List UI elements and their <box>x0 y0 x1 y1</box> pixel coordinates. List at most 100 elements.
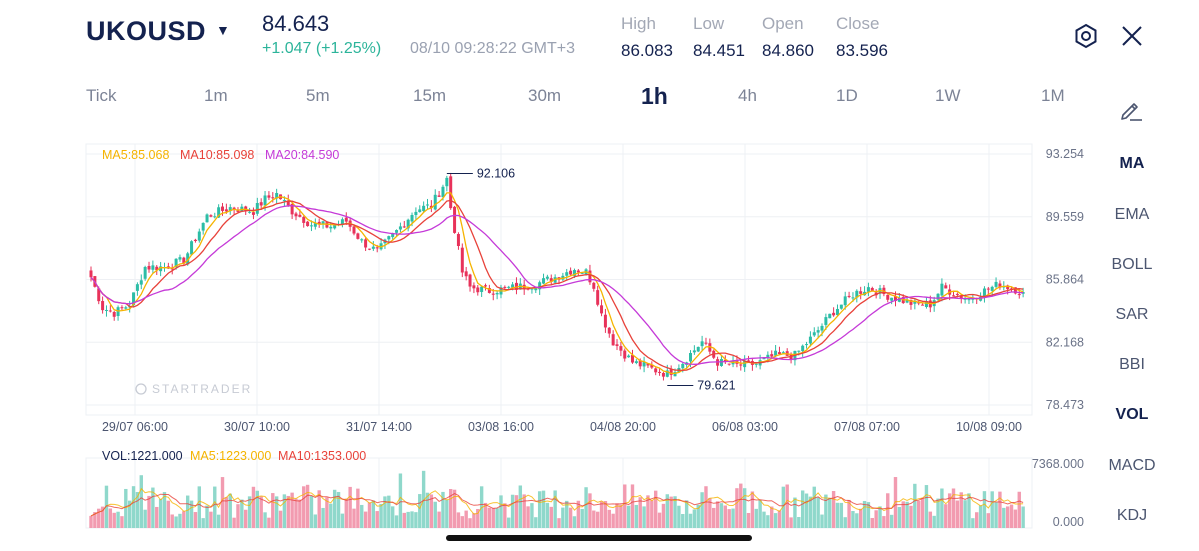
candle-body <box>921 304 925 306</box>
legend-vol-ma5: MA5:1223.000 <box>190 449 271 463</box>
indicator-macd[interactable]: MACD <box>1108 457 1156 474</box>
tab-tick[interactable]: Tick <box>86 86 117 105</box>
volume-bar <box>491 507 495 528</box>
volume-bar <box>847 499 851 528</box>
tab-1m[interactable]: 1m <box>204 86 228 105</box>
volume-bar <box>673 496 677 528</box>
candle-body <box>673 372 677 377</box>
tab-1h[interactable]: 1h <box>641 83 668 109</box>
candle-body <box>650 364 654 368</box>
candle-body <box>897 297 901 302</box>
candle-body <box>340 219 344 225</box>
volume-bar <box>360 504 364 528</box>
volume-bar <box>808 496 813 528</box>
indicator-bbi[interactable]: BBI <box>1119 356 1145 373</box>
candle-body <box>603 314 607 328</box>
candle-body <box>275 193 279 199</box>
volume-bar <box>623 484 627 528</box>
volume-bar <box>568 507 573 528</box>
volume-bar <box>851 511 855 528</box>
legend-vol-ma10: MA10:1353.000 <box>278 449 366 463</box>
volume-bar <box>228 493 232 528</box>
tab-15m[interactable]: 15m <box>413 86 447 105</box>
settings-hexagon-icon[interactable] <box>1072 22 1100 50</box>
volume-bar <box>905 501 909 528</box>
candle-body <box>356 233 360 239</box>
volume-bar <box>317 490 321 528</box>
candle-body <box>642 362 646 367</box>
volume-bar <box>104 485 109 528</box>
candle-body <box>317 221 321 224</box>
volume-bar <box>886 493 890 528</box>
volume-bar <box>178 513 182 528</box>
quote-timestamp: 08/10 09:28:22 GMT+3 <box>410 40 575 57</box>
candle-body <box>770 354 774 357</box>
candle-body <box>429 205 433 209</box>
indicator-boll[interactable]: BOLL <box>1111 256 1153 273</box>
symbol-title[interactable]: UKOUSD <box>86 16 207 46</box>
volume-bar <box>135 492 140 528</box>
candle-body <box>700 341 704 347</box>
volume-bar <box>155 506 159 528</box>
candle-body <box>286 200 290 206</box>
volume-bar <box>112 512 116 528</box>
volume-bar <box>441 491 445 528</box>
candle-body <box>952 295 956 297</box>
volume-bar <box>920 497 925 528</box>
indicator-sar[interactable]: SAR <box>1115 306 1149 323</box>
volume-bar <box>843 517 847 528</box>
indicator-kdj[interactable]: KDJ <box>1116 507 1148 524</box>
volume-bar <box>982 491 987 528</box>
indicator-ema[interactable]: EMA <box>1114 206 1150 223</box>
tab-1d[interactable]: 1D <box>836 86 858 105</box>
volume-bar <box>290 492 294 528</box>
candle-body <box>364 239 368 248</box>
x-tick-label: 03/08 16:00 <box>468 420 534 434</box>
candle-body <box>484 285 488 287</box>
volume-bar <box>93 512 97 528</box>
candle-body <box>924 301 928 307</box>
candle-body <box>623 350 627 359</box>
candle-body <box>1006 285 1010 290</box>
volume-bar <box>603 501 608 528</box>
volume-bar <box>804 493 809 528</box>
vol-ma10-line <box>90 493 1024 517</box>
volume-bar <box>839 502 844 528</box>
candle-body <box>870 287 874 291</box>
startrader-watermark: STARTRADER <box>135 382 250 396</box>
volume-bar <box>530 503 534 528</box>
indicator-vol[interactable]: VOL <box>1115 406 1149 423</box>
candle-body <box>634 361 638 364</box>
volume-bar <box>414 512 418 528</box>
candle-body <box>445 177 449 187</box>
tab-30m[interactable]: 30m <box>528 86 562 105</box>
volume-bar <box>541 490 546 528</box>
close-icon[interactable] <box>1118 22 1146 50</box>
candle-body <box>410 215 414 222</box>
volume-bar <box>286 495 290 528</box>
candle-body <box>352 226 356 234</box>
low-label: Low <box>693 14 725 33</box>
candle-body <box>801 345 805 352</box>
x-tick-label: 04/08 20:00 <box>590 420 656 434</box>
candle-body <box>267 195 271 198</box>
tab-4h[interactable]: 4h <box>738 86 757 105</box>
caret-down-icon[interactable]: ▼ <box>216 22 230 38</box>
volume-bar <box>410 511 414 528</box>
close-value: 83.596 <box>836 41 888 60</box>
tab-5m[interactable]: 5m <box>306 86 330 105</box>
candle-body <box>398 226 402 230</box>
volume-bar <box>503 503 507 528</box>
draw-pencil-icon[interactable] <box>1118 96 1144 122</box>
candle-body <box>669 369 673 375</box>
volume-bar <box>630 484 635 528</box>
price-chart[interactable]: STARTRADER 92.106 79.621 93.254 89.559 85.8… <box>0 130 1100 535</box>
tab-1mo[interactable]: 1M <box>1041 86 1065 105</box>
candle-body <box>1017 294 1021 296</box>
candle-body <box>282 200 286 202</box>
home-indicator[interactable] <box>446 535 752 541</box>
candle-body <box>545 276 549 279</box>
tab-1w[interactable]: 1W <box>935 86 961 105</box>
candle-body <box>387 236 391 240</box>
indicator-ma[interactable]: MA <box>1119 155 1145 172</box>
